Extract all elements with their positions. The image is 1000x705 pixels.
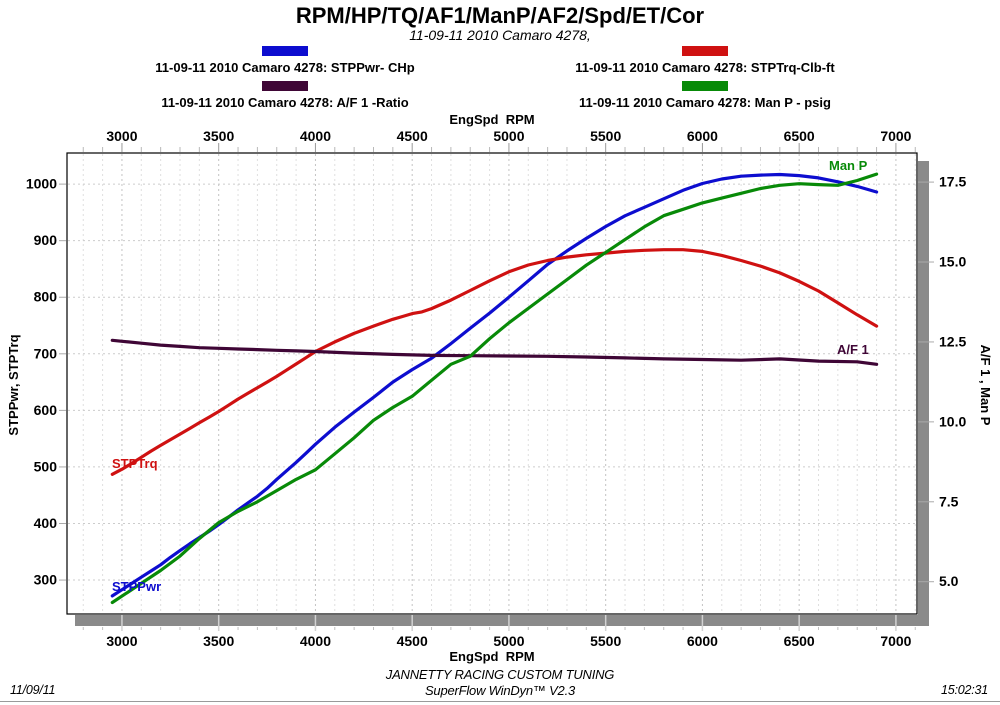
- y-left-axis-label: STPPwr, STPTrq: [6, 334, 21, 436]
- svg-text:3500: 3500: [203, 128, 234, 144]
- curve-label-stppwr: STPPwr: [112, 579, 162, 594]
- svg-text:5000: 5000: [493, 633, 524, 649]
- svg-text:6000: 6000: [687, 128, 718, 144]
- svg-text:4500: 4500: [397, 128, 428, 144]
- legend-entry-stptrq: 11-09-11 2010 Camaro 4278: STPTrq-Clb-ft: [535, 46, 875, 77]
- svg-text:6000: 6000: [687, 633, 718, 649]
- x-axis-label-top: EngSpd RPM: [449, 112, 535, 127]
- legend-entry-manp: 11-09-11 2010 Camaro 4278: Man P - psig: [535, 81, 875, 112]
- svg-text:7000: 7000: [880, 128, 911, 144]
- page-title: RPM/HP/TQ/AF1/ManP/AF2/Spd/ET/Cor: [295, 3, 705, 28]
- footer-rule: [0, 701, 1000, 702]
- svg-text:500: 500: [34, 458, 58, 474]
- footer-line2: SuperFlow WinDyn™ V2.3: [424, 683, 576, 698]
- legend-entry-afr: 11-09-11 2010 Camaro 4278: A/F 1 -Ratio: [115, 81, 455, 112]
- curve-label-manp: Man P: [829, 158, 868, 173]
- legend-swatch-stptrq: [682, 46, 728, 56]
- svg-text:15.0: 15.0: [939, 254, 966, 270]
- svg-text:400: 400: [34, 515, 58, 531]
- svg-text:600: 600: [34, 402, 58, 418]
- x-axis-label-bottom: EngSpd RPM: [449, 649, 535, 664]
- svg-text:4500: 4500: [397, 633, 428, 649]
- legend-swatch-stppwr: [262, 46, 308, 56]
- svg-text:3000: 3000: [106, 633, 137, 649]
- svg-text:3500: 3500: [203, 633, 234, 649]
- curve-label-stptrq: STPTrq: [112, 456, 158, 471]
- svg-text:6500: 6500: [784, 633, 815, 649]
- svg-text:1000: 1000: [26, 176, 57, 192]
- legend-swatch-manp: [682, 81, 728, 91]
- svg-text:5.0: 5.0: [939, 573, 959, 589]
- svg-text:12.5: 12.5: [939, 333, 966, 349]
- svg-text:7000: 7000: [880, 633, 911, 649]
- legend-swatch-afr: [262, 81, 308, 91]
- page-subtitle: 11-09-11 2010 Camaro 4278,: [409, 27, 591, 43]
- svg-text:700: 700: [34, 345, 58, 361]
- svg-text:17.5: 17.5: [939, 174, 966, 190]
- svg-text:7.5: 7.5: [939, 493, 959, 509]
- svg-text:300: 300: [34, 572, 58, 588]
- svg-text:900: 900: [34, 232, 58, 248]
- svg-text:10.0: 10.0: [939, 413, 966, 429]
- svg-text:5500: 5500: [590, 128, 621, 144]
- footer-time: 15:02:31: [940, 683, 988, 697]
- legend-entry-stppwr: 11-09-11 2010 Camaro 4278: STPPwr- CHp: [115, 46, 455, 77]
- curve-label-afr: A/F 1: [837, 342, 869, 357]
- legend-label-manp: 11-09-11 2010 Camaro 4278: Man P - psig: [579, 95, 831, 110]
- legend-label-afr: 11-09-11 2010 Camaro 4278: A/F 1 -Ratio: [161, 95, 409, 110]
- svg-text:800: 800: [34, 289, 58, 305]
- svg-text:4000: 4000: [300, 633, 331, 649]
- svg-text:5000: 5000: [493, 128, 524, 144]
- y-right-axis-label: A/F 1 , Man P: [978, 344, 993, 426]
- legend-label-stptrq: 11-09-11 2010 Camaro 4278: STPTrq-Clb-ft: [575, 60, 835, 75]
- legend-label-stppwr: 11-09-11 2010 Camaro 4278: STPPwr- CHp: [155, 60, 415, 75]
- svg-text:4000: 4000: [300, 128, 331, 144]
- footer-line1: JANNETTY RACING CUSTOM TUNING: [385, 667, 615, 682]
- footer-date: 11/09/11: [10, 683, 56, 697]
- svg-text:6500: 6500: [784, 128, 815, 144]
- svg-text:3000: 3000: [106, 128, 137, 144]
- svg-text:5500: 5500: [590, 633, 621, 649]
